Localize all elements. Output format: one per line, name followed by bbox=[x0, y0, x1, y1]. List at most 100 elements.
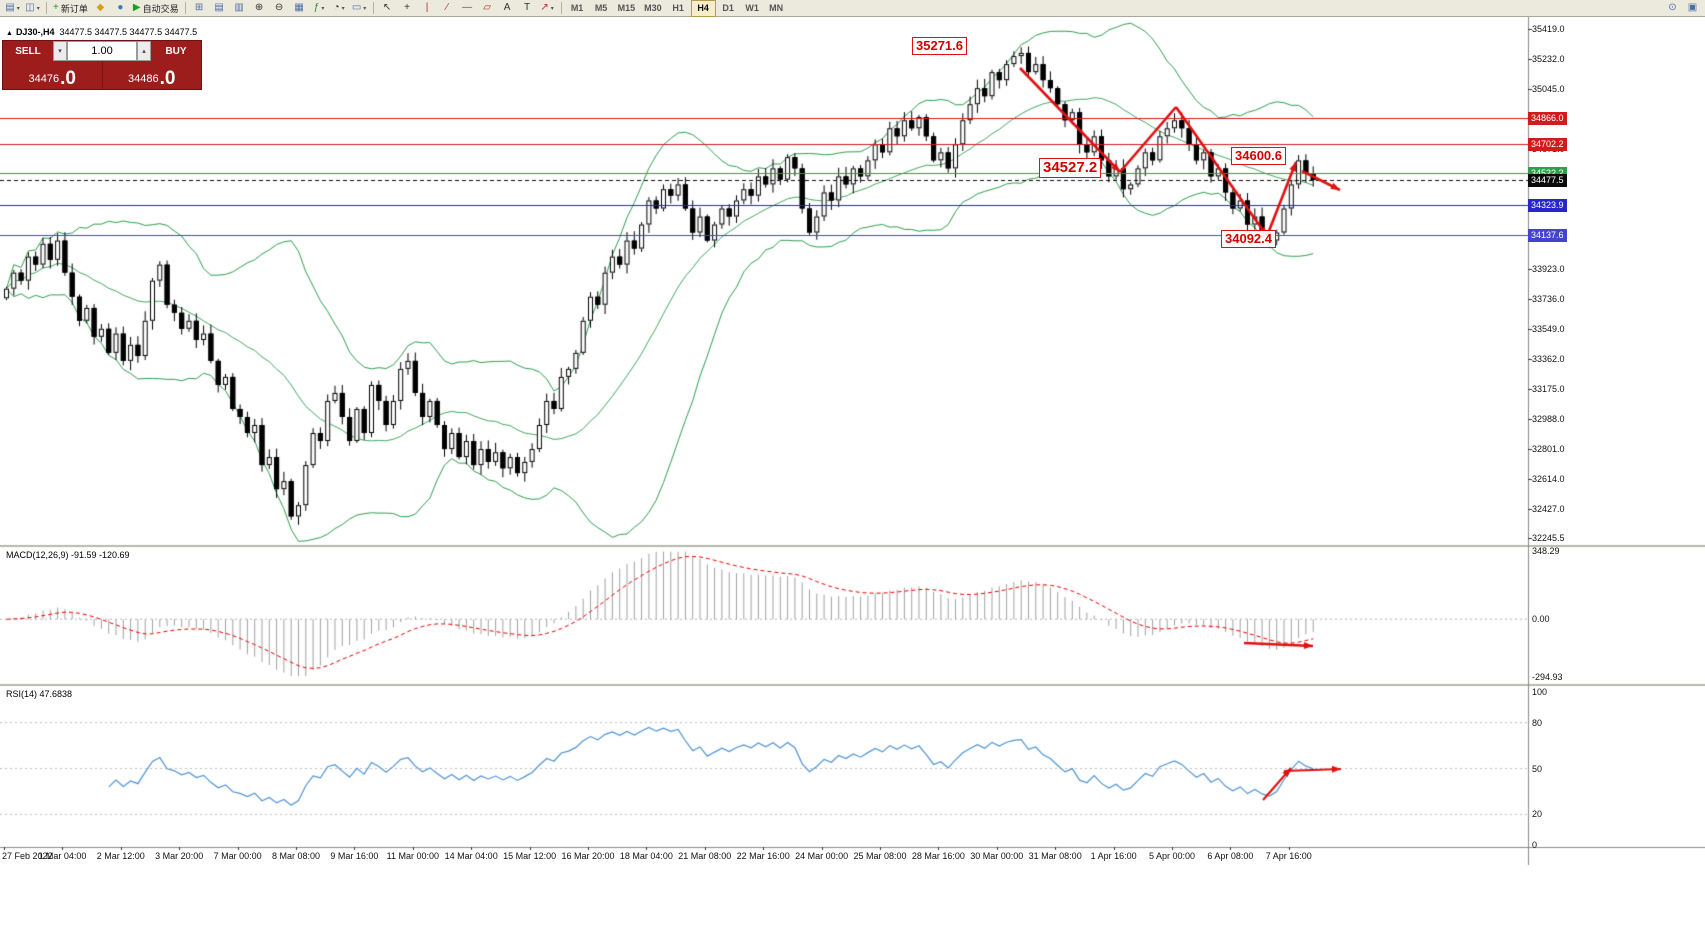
price-annotation[interactable]: 34527.2 bbox=[1039, 158, 1102, 178]
buy-header[interactable]: BUY bbox=[165, 45, 187, 57]
caret-down-icon: ▾ bbox=[363, 5, 367, 12]
text-label-icon: T bbox=[524, 2, 531, 13]
symbol-title: DJ30-,H4 bbox=[15, 27, 55, 37]
volume-input[interactable] bbox=[67, 41, 137, 61]
auto-scroll-button[interactable]: ▦ bbox=[290, 1, 309, 16]
indicators-button[interactable]: ƒ ▾ bbox=[310, 1, 329, 16]
toolbar-separator bbox=[46, 2, 47, 14]
zoom-out-icon: ⊖ bbox=[274, 2, 284, 13]
timeframe-h1-button[interactable]: H1 bbox=[672, 3, 684, 13]
sell-button[interactable]: 34476 .0 bbox=[3, 61, 103, 89]
data-window-button[interactable]: ▣ bbox=[1683, 1, 1702, 16]
profiles-button[interactable]: ◫ ▾ bbox=[23, 1, 42, 16]
chart-canvas[interactable] bbox=[0, 17, 1705, 942]
price-annotation[interactable]: 35271.6 bbox=[912, 37, 967, 55]
tile-windows-button[interactable]: ⊞ bbox=[190, 1, 209, 16]
arrows-icon: ↗ bbox=[540, 2, 549, 13]
cursor-icon: ↖ bbox=[382, 2, 392, 13]
search-button[interactable]: ⊙ bbox=[1663, 1, 1682, 16]
symbol-ohlc-values: 34477.5 34477.5 34477.5 34477.5 bbox=[59, 27, 198, 37]
volume-decrease-button[interactable]: ▾ bbox=[53, 41, 67, 61]
equidistant-channel-icon: ▱ bbox=[483, 2, 491, 13]
cursor-button[interactable]: ↖ bbox=[378, 1, 397, 16]
new-order-button[interactable]: + 新订单 bbox=[51, 1, 90, 16]
equidistant-channel-button[interactable]: ▱ bbox=[478, 1, 497, 16]
text-label-button[interactable]: T bbox=[518, 1, 537, 16]
rsi-label: RSI(14) 47.6838 bbox=[6, 689, 73, 699]
price-tick: 33549.0 bbox=[1532, 323, 1565, 334]
tile-vertical-button[interactable]: ▥ bbox=[230, 1, 249, 16]
timeframe-m30-button[interactable]: M30 bbox=[644, 3, 662, 13]
trendline-button[interactable]: ∕ bbox=[438, 1, 457, 16]
price-tick: 33736.0 bbox=[1532, 293, 1565, 304]
new-chart-button[interactable]: ▤ ▾ bbox=[3, 1, 22, 16]
autotrading-icon: ▶ bbox=[132, 2, 141, 13]
timeframe-w1-button[interactable]: W1 bbox=[745, 3, 759, 13]
rsi-axis-tick: 20 bbox=[1532, 809, 1543, 820]
timeframe-mn-button[interactable]: MN bbox=[769, 3, 784, 13]
caret-down-icon: ▾ bbox=[36, 5, 40, 12]
price-tick: 32614.0 bbox=[1532, 473, 1565, 484]
price-tick: 32988.0 bbox=[1532, 413, 1565, 424]
autotrading-button[interactable]: ▶ 自动交易 bbox=[131, 1, 181, 16]
time-tick: 16 Mar 20:00 bbox=[561, 851, 615, 861]
timeframe-m5-button[interactable]: M5 bbox=[594, 3, 608, 13]
sell-header[interactable]: SELL bbox=[15, 45, 41, 57]
timeframe-m1-button[interactable]: M1 bbox=[570, 3, 584, 13]
tile-windows-icon: ⊞ bbox=[194, 2, 204, 13]
time-tick: 31 Mar 08:00 bbox=[1028, 851, 1082, 861]
timeframe-m15-button[interactable]: M15 bbox=[617, 3, 636, 13]
buy-price: 34486 bbox=[128, 73, 159, 85]
time-scale[interactable]: 27 Feb 2022 1 Mar 04:00 2 Mar 12:00 3 Mar 2… bbox=[0, 847, 1528, 866]
new-order-label: 新订单 bbox=[60, 3, 88, 14]
tile-vertical-icon: ▥ bbox=[234, 2, 244, 13]
price-level-label: 34866.0 bbox=[1528, 111, 1567, 125]
text-button[interactable]: A bbox=[498, 1, 517, 16]
horizontal-line-icon: — bbox=[462, 2, 473, 13]
zoom-in-button[interactable]: ⊕ bbox=[250, 1, 269, 16]
symbol-ohlc-line: ▲ DJ30-,H4 34477.5 34477.5 34477.5 34477.5 bbox=[6, 27, 197, 37]
buy-price-fraction: .0 bbox=[159, 68, 176, 89]
main-toolbar: ▤ ▾ ◫ ▾ + 新订单 ◆ ● ▶ 自动交易 ⊞ ▤ ▥ ⊕ ⊖ ▦ ƒ ▾ ◔ ▾ ▭ ▾ ↖ + | ∕ — ▱ A T ↗ ▾ M1 M… bbox=[0, 0, 1705, 17]
volume-increase-button[interactable]: ▴ bbox=[137, 41, 151, 61]
periods-button[interactable]: ◔ ▾ bbox=[330, 1, 349, 16]
zoom-out-button[interactable]: ⊖ bbox=[270, 1, 289, 16]
price-tick: 35419.0 bbox=[1532, 24, 1565, 34]
time-tick: 25 Mar 08:00 bbox=[853, 851, 907, 861]
timeframe-h4-button[interactable]: H4 bbox=[690, 0, 716, 17]
price-tick: 35232.0 bbox=[1532, 53, 1565, 64]
buy-button[interactable]: 34486 .0 bbox=[103, 61, 202, 89]
price-annotation[interactable]: 34092.4 bbox=[1221, 230, 1276, 248]
crosshair-button[interactable]: + bbox=[398, 1, 417, 16]
price-scale[interactable]: 35419.035232.035045.034858.034671.034484… bbox=[1528, 17, 1705, 865]
toolbar-separator bbox=[372, 2, 374, 14]
arrows-button[interactable]: ↗ ▾ bbox=[538, 1, 557, 16]
current-price-label: 34477.5 bbox=[1528, 174, 1567, 187]
indicators-icon: ƒ bbox=[313, 2, 320, 13]
mql5-community-button[interactable]: ◆ bbox=[91, 1, 110, 16]
market-button[interactable]: ● bbox=[111, 1, 130, 16]
cascade-windows-button[interactable]: ▤ bbox=[210, 1, 229, 16]
price-annotation[interactable]: 34600.6 bbox=[1231, 147, 1286, 165]
sell-price-fraction: .0 bbox=[60, 68, 76, 89]
price-tick: 33362.0 bbox=[1532, 353, 1565, 364]
time-tick: 7 Apr 16:00 bbox=[1265, 851, 1312, 861]
macd-axis-tick: -294.93 bbox=[1532, 672, 1563, 682]
autotrading-label: 自动交易 bbox=[142, 3, 179, 14]
time-tick: 30 Mar 00:00 bbox=[970, 851, 1024, 861]
caret-down-icon: ▾ bbox=[16, 5, 20, 12]
time-tick: 2 Mar 12:00 bbox=[96, 851, 145, 861]
timeframe-d1-button[interactable]: D1 bbox=[722, 3, 734, 13]
vertical-line-button[interactable]: | bbox=[418, 1, 437, 16]
time-tick: 5 Apr 00:00 bbox=[1148, 851, 1196, 861]
time-tick: 14 Mar 04:00 bbox=[444, 851, 498, 861]
templates-button[interactable]: ▭ ▾ bbox=[350, 1, 369, 16]
periods-icon: ◔ bbox=[333, 2, 340, 13]
toolbar-right-group: ⊙ ▣ bbox=[1663, 1, 1702, 16]
time-tick: 3 Mar 20:00 bbox=[155, 851, 204, 861]
horizontal-line-button[interactable]: — bbox=[458, 1, 477, 16]
crosshair-icon: + bbox=[404, 2, 410, 13]
time-tick: 22 Mar 16:00 bbox=[736, 851, 790, 861]
rsi-axis-tick: 0 bbox=[1532, 840, 1538, 850]
